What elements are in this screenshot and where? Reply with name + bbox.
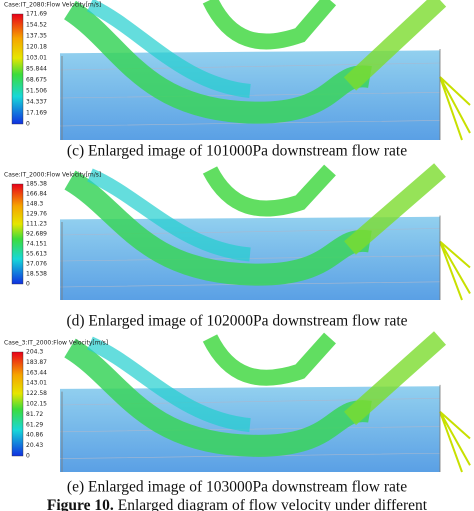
flow-band [63, 0, 372, 124]
wall [61, 384, 441, 472]
legend: Case:IT_2000:Flow Velocity[m/s] 185.38 166… [2, 170, 101, 290]
panel-caption: (c) Enlarged image of 101000Pa downstrea… [67, 143, 407, 160]
flow-band [87, 168, 251, 262]
legend-tick-label: 40.86 [26, 432, 43, 439]
legend-tick-label: 68.675 [26, 77, 47, 84]
wall [61, 49, 441, 140]
legend-tick-label: 183.87 [26, 359, 47, 366]
legend-tick-label: 171.69 [26, 11, 47, 18]
legend-tick-label: 81.72 [26, 411, 43, 418]
legend-title: Case:IT_2000:Flow Velocity[m/s] [4, 172, 101, 179]
flow-band [64, 170, 372, 286]
legend-tick-label: 85.844 [26, 66, 47, 73]
legend-tick-label: 17.169 [26, 110, 47, 117]
figure-caption: Figure 10. Enlarged diagram of flow veloc… [47, 497, 428, 511]
legend-tick-label: 111.23 [26, 221, 47, 228]
panel: Case_3:IT_2000:Flow Velocity[m/s] 204.3 18… [2, 331, 471, 473]
legend: Case:IT_2080:Flow Velocity[m/s] 171.69 154… [2, 0, 101, 130]
flow-band [202, 332, 336, 386]
flow-image [59, 331, 471, 473]
wall [61, 215, 441, 300]
flow-band [344, 163, 446, 255]
flow-image [59, 163, 471, 301]
panel-caption: (d) Enlarged image of 102000Pa downstrea… [66, 313, 407, 330]
flow-band [87, 336, 251, 433]
legend-tick-label: 102.15 [26, 401, 47, 408]
flow-band [202, 0, 337, 50]
legend-box [2, 338, 58, 462]
legend-tick-label: 120.18 [26, 44, 47, 51]
legend-box [2, 170, 58, 290]
color-bar [11, 13, 24, 125]
panel-caption: (e) Enlarged image of 103000Pa downstrea… [67, 479, 407, 496]
legend-tick-label: 163.44 [26, 369, 47, 376]
legend-tick-label: 61.29 [26, 421, 43, 428]
legend-tick-label: 0 [26, 281, 30, 288]
legend-tick-label: 185.38 [26, 181, 47, 188]
legend-tick-label: 34.337 [26, 99, 47, 106]
flow-band [64, 338, 372, 457]
legend-tick-label: 0 [26, 121, 30, 128]
legend-tick-label: 74.151 [26, 241, 47, 248]
legend-tick-label: 18.538 [26, 271, 47, 278]
outlet-jet [439, 410, 471, 473]
legend-tick-label: 55.613 [26, 251, 47, 258]
legend-tick-label: 20.43 [26, 442, 43, 449]
figure-caption-text: Enlarged diagram of flow velocity under … [118, 497, 428, 511]
outlet-jet [439, 76, 471, 141]
figure-label: Figure 10. [47, 497, 114, 511]
legend-tick-label: 0 [26, 453, 30, 460]
legend-tick-label: 37.076 [26, 261, 47, 268]
legend-tick-label: 103.01 [26, 55, 47, 62]
legend-tick-label: 166.84 [26, 191, 47, 198]
panel: Case:IT_2080:Flow Velocity[m/s] 171.69 154… [2, 0, 471, 141]
flow-band [343, 0, 447, 91]
legend-tick-label: 92.689 [26, 231, 47, 238]
flow-band [202, 164, 336, 217]
legend-tick-label: 204.3 [26, 349, 43, 356]
flow-image [59, 0, 471, 141]
outlet-jet [439, 240, 471, 301]
legend-tick-label: 148.3 [26, 201, 43, 208]
color-bar [11, 351, 24, 457]
legend: Case_3:IT_2000:Flow Velocity[m/s] 204.3 18… [2, 338, 108, 462]
legend-tick-label: 154.52 [26, 22, 47, 29]
legend-tick-label: 122.58 [26, 390, 47, 397]
color-bar [11, 183, 24, 285]
legend-title: Case:IT_2080:Flow Velocity[m/s] [4, 2, 101, 9]
flow-band [86, 0, 251, 98]
legend-tick-label: 129.76 [26, 211, 47, 218]
legend-title: Case_3:IT_2000:Flow Velocity[m/s] [4, 340, 108, 347]
legend-tick-label: 51.506 [26, 88, 47, 95]
legend-tick-label: 137.35 [26, 33, 47, 40]
legend-tick-label: 143.01 [26, 380, 47, 387]
legend-box [2, 0, 58, 130]
flow-band [344, 331, 446, 426]
panel: Case:IT_2000:Flow Velocity[m/s] 185.38 166… [2, 163, 471, 301]
